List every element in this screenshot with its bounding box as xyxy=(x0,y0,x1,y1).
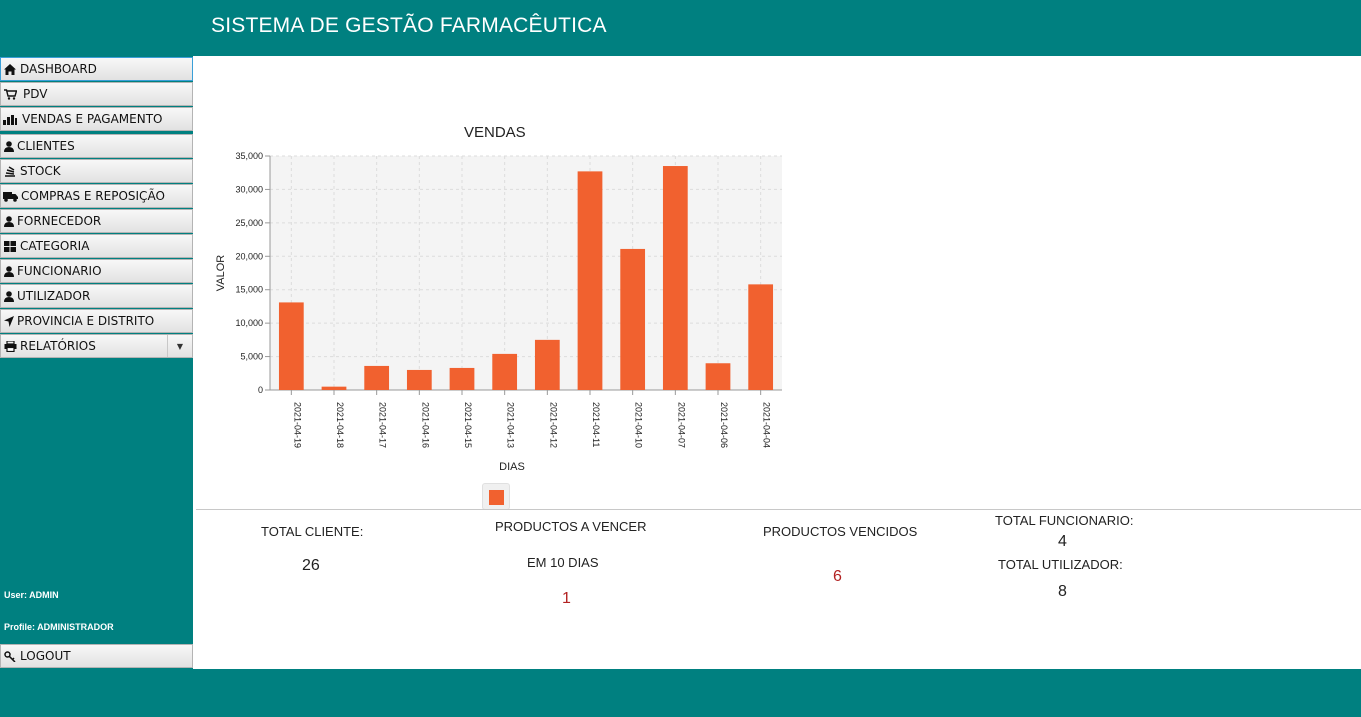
bar xyxy=(534,339,560,390)
user-icon xyxy=(3,215,14,227)
sidebar-item-pdv[interactable]: PDV xyxy=(0,82,193,106)
x-tick-label: 2021-04-12 xyxy=(548,402,558,448)
bar xyxy=(705,363,731,390)
grid-icon xyxy=(3,240,17,252)
sidebar-item-label: DASHBOARD xyxy=(20,62,97,76)
sidebar: DASHBOARD PDV VENDAS E PAGAMENTO CLIENTE… xyxy=(0,56,193,669)
y-tick-label: 0 xyxy=(258,385,263,395)
y-tick-label: 10,000 xyxy=(235,318,263,328)
total-cliente-label: TOTAL CLIENTE: xyxy=(261,524,364,539)
sidebar-item-relatorios[interactable]: RELATÓRIOS ▼ xyxy=(0,334,193,358)
x-tick-label: 2021-04-10 xyxy=(634,402,644,448)
bar xyxy=(662,166,688,390)
bar xyxy=(577,171,603,390)
bar xyxy=(620,248,646,390)
cart-icon xyxy=(3,88,17,100)
x-tick-label: 2021-04-04 xyxy=(762,402,772,448)
app-title: SISTEMA DE GESTÃO FARMACÊUTICA xyxy=(211,14,607,37)
user-icon xyxy=(3,265,14,277)
funcionario-value: 4 xyxy=(1058,533,1067,550)
sidebar-item-label: PDV xyxy=(23,87,48,101)
sidebar-item-label: PROVINCIA E DISTRITO xyxy=(17,314,155,328)
y-tick-label: 30,000 xyxy=(235,184,263,194)
vencer-label: PRODUCTOS A VENCER xyxy=(495,519,647,534)
x-tick-label: 2021-04-13 xyxy=(506,402,516,448)
chevron-down-icon[interactable]: ▼ xyxy=(167,335,192,357)
plot-background xyxy=(270,156,782,390)
sidebar-item-compras[interactable]: COMPRAS E REPOSIÇÃO xyxy=(0,184,193,208)
bar xyxy=(406,369,432,390)
chart-legend xyxy=(482,483,510,510)
sidebar-item-label: COMPRAS E REPOSIÇÃO xyxy=(21,189,165,203)
x-tick-label: 2021-04-18 xyxy=(335,402,345,448)
vencer-label-days: EM 10 DIAS xyxy=(527,555,599,570)
sidebar-item-fornecedor[interactable]: FORNECEDOR xyxy=(0,209,193,233)
funcionario-label: TOTAL FUNCIONARIO: xyxy=(995,513,1134,528)
printer-icon xyxy=(3,340,17,352)
x-tick-label: 2021-04-06 xyxy=(719,402,729,448)
x-tick-label: 2021-04-17 xyxy=(378,402,388,448)
vencidos-value: 6 xyxy=(833,568,842,585)
sidebar-item-dashboard[interactable]: DASHBOARD xyxy=(0,57,193,81)
sidebar-item-label: FUNCIONARIO xyxy=(17,264,102,278)
app-footer xyxy=(0,669,1361,717)
x-tick-label: 2021-04-11 xyxy=(591,402,601,447)
user-label: User: ADMIN xyxy=(4,590,59,600)
legend-swatch xyxy=(489,490,504,505)
sidebar-item-provincia[interactable]: PROVINCIA E DISTRITO xyxy=(0,309,193,333)
bar xyxy=(492,353,518,390)
vencidos-label: PRODUCTOS VENCIDOS xyxy=(763,524,918,539)
y-tick-label: 25,000 xyxy=(235,218,263,228)
stack-icon xyxy=(3,165,17,177)
sidebar-item-label: FORNECEDOR xyxy=(17,214,102,228)
x-tick-label: 2021-04-15 xyxy=(463,402,473,448)
y-tick-label: 35,000 xyxy=(235,151,263,161)
y-tick-label: 5,000 xyxy=(240,352,263,362)
user-icon xyxy=(3,290,14,302)
sidebar-item-clientes[interactable]: CLIENTES xyxy=(0,134,193,158)
y-axis-label: VALOR xyxy=(215,255,227,292)
sidebar-item-label: VENDAS E PAGAMENTO xyxy=(22,112,163,126)
sidebar-item-categoria[interactable]: CATEGORIA xyxy=(0,234,193,258)
sidebar-item-funcionario[interactable]: FUNCIONARIO xyxy=(0,259,193,283)
chart-icon xyxy=(3,113,17,125)
sidebar-item-label: UTILIZADOR xyxy=(17,289,91,303)
sidebar-item-label: CATEGORIA xyxy=(20,239,90,253)
y-tick-label: 20,000 xyxy=(235,251,263,261)
home-icon xyxy=(3,63,17,75)
y-tick-label: 15,000 xyxy=(235,285,263,295)
location-arrow-icon xyxy=(3,315,14,327)
bar xyxy=(748,284,774,390)
sidebar-item-label: STOCK xyxy=(20,164,61,178)
x-tick-label: 2021-04-16 xyxy=(420,402,430,448)
total-cliente-value: 26 xyxy=(302,557,320,574)
logout-button[interactable]: LOGOUT xyxy=(0,644,193,668)
sidebar-item-vendas[interactable]: VENDAS E PAGAMENTO xyxy=(0,107,193,131)
sidebar-item-label: RELATÓRIOS xyxy=(20,339,96,353)
sales-bar-chart: 0 5,000 10,000 15,000 20,000 25,000 30,000 35,0… xyxy=(215,151,782,473)
sidebar-item-utilizador[interactable]: UTILIZADOR xyxy=(0,284,193,308)
profile-label: Profile: ADMINISTRADOR xyxy=(4,622,114,632)
utilizador-label: TOTAL UTILIZADOR: xyxy=(998,557,1123,572)
bar xyxy=(278,302,304,390)
logout-label: LOGOUT xyxy=(20,649,71,663)
vencer-value: 1 xyxy=(562,590,571,607)
chart-title: VENDAS xyxy=(464,124,526,141)
key-icon xyxy=(3,650,17,662)
truck-icon xyxy=(3,190,18,202)
divider xyxy=(196,509,1361,510)
bar xyxy=(449,367,475,390)
x-tick-label: 2021-04-19 xyxy=(292,402,302,448)
utilizador-value: 8 xyxy=(1058,583,1067,600)
x-axis-label: DIAS xyxy=(499,461,525,473)
bar xyxy=(321,386,347,390)
x-tick-label: 2021-04-07 xyxy=(676,402,686,448)
sidebar-item-stock[interactable]: STOCK xyxy=(0,159,193,183)
user-icon xyxy=(3,140,14,152)
bar xyxy=(364,365,390,390)
app-header: SISTEMA DE GESTÃO FARMACÊUTICA xyxy=(0,0,1361,56)
sidebar-item-label: CLIENTES xyxy=(17,139,75,153)
